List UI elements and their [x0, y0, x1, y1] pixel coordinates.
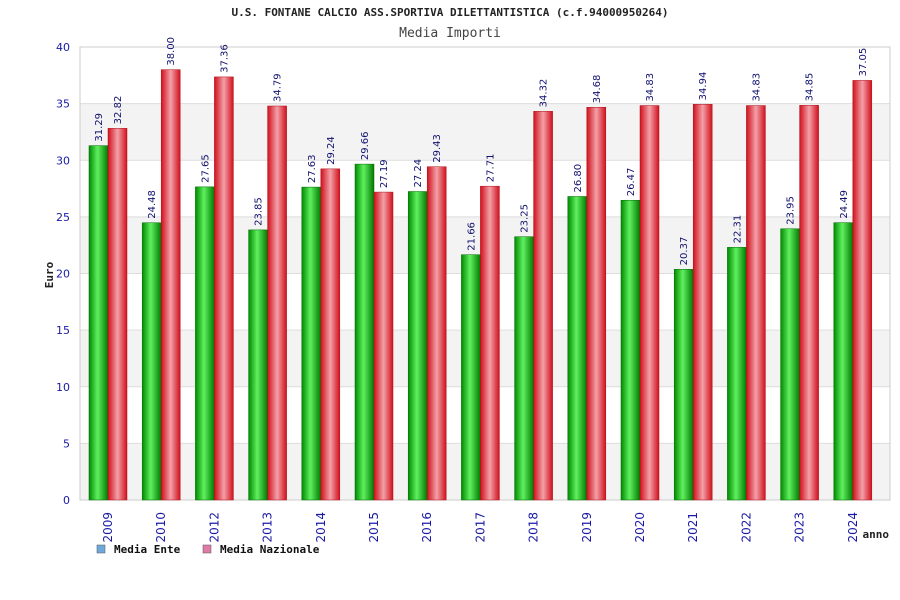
data-label: 38.00 [166, 37, 177, 66]
data-label: 34.32 [539, 79, 550, 108]
data-label: 24.49 [839, 190, 850, 219]
bar-media-nazionale-2014 [320, 168, 341, 501]
bar-media-ente-2019 [567, 196, 588, 501]
y-tick-label: 25 [56, 211, 70, 224]
x-axis: 2009 2010 2012 2013 2014 2015 2016 2017 2018 2019… [101, 512, 860, 543]
grid-band [80, 47, 890, 104]
bar-media-nazionale-2009 [107, 128, 128, 501]
x-tick-label: 2009 [101, 512, 115, 543]
bar-media-ente-2015 [354, 163, 375, 501]
x-tick-label: 2021 [686, 512, 700, 543]
data-label: 26.47 [626, 168, 637, 197]
x-tick-label: 2024 [846, 512, 860, 543]
data-label: 34.83 [645, 73, 656, 102]
data-label: 27.71 [485, 154, 496, 183]
data-label: 32.82 [113, 96, 124, 125]
data-label: 27.65 [200, 154, 211, 183]
x-tick-label: 2018 [527, 512, 541, 543]
x-tick-label: 2020 [633, 512, 647, 543]
x-tick-label: 2017 [473, 512, 487, 543]
bar-media-ente-2013 [248, 229, 268, 501]
data-label: 23.25 [520, 204, 531, 233]
data-label: 22.31 [732, 215, 743, 244]
bar-media-nazionale-2010 [160, 69, 181, 501]
bar-media-nazionale-2022 [746, 105, 766, 501]
data-label: 31.29 [94, 113, 105, 142]
bar-media-ente-2022 [727, 247, 747, 501]
legend-swatch-media-ente [96, 544, 106, 554]
bar-media-ente-2024 [833, 222, 854, 501]
y-axis: 0 5 10 15 20 25 30 35 40 [56, 41, 70, 507]
bar-media-ente-2012 [195, 186, 215, 501]
y-tick-label: 40 [56, 41, 70, 54]
data-label: 34.94 [698, 72, 709, 101]
x-tick-label: 2022 [739, 512, 753, 543]
legend-label-media-ente: Media Ente [114, 543, 181, 556]
data-label: 21.66 [466, 222, 477, 251]
chart-subtitle: Media Importi [399, 26, 501, 41]
bar-media-ente-2018 [514, 236, 534, 501]
bars: 31.29 32.82 24.48 38.00 27.65 37.36 23.85 34.79… [88, 37, 873, 501]
y-tick-label: 5 [63, 437, 70, 450]
legend-swatch-media-nazionale [202, 544, 212, 554]
data-label: 29.66 [360, 131, 371, 160]
bar-media-nazionale-2024 [852, 80, 873, 501]
y-tick-label: 0 [63, 494, 70, 507]
data-label: 34.68 [592, 75, 603, 104]
data-label: 34.83 [751, 73, 762, 102]
bar-media-nazionale-2015 [373, 191, 394, 501]
legend-label-media-nazionale: Media Nazionale [220, 543, 320, 556]
x-tick-label: 2023 [793, 512, 807, 543]
data-label: 29.43 [432, 134, 443, 163]
x-tick-label: 2012 [207, 512, 221, 543]
data-label: 27.19 [379, 159, 390, 188]
bar-media-nazionale-2019 [586, 106, 607, 501]
bar-media-nazionale-2017 [480, 185, 500, 501]
data-label: 37.05 [858, 48, 869, 77]
x-tick-label: 2014 [314, 512, 328, 543]
y-tick-label: 10 [56, 381, 70, 394]
bar-media-ente-2016 [407, 191, 428, 501]
x-tick-label: 2013 [261, 512, 275, 543]
bar-media-ente-2010 [141, 222, 162, 501]
y-tick-label: 15 [56, 324, 70, 337]
data-label: 23.85 [254, 197, 265, 226]
bar-media-ente-2014 [301, 186, 322, 501]
bar-media-ente-2023 [780, 228, 800, 501]
bar-media-nazionale-2016 [426, 166, 447, 501]
bar-media-nazionale-2023 [799, 105, 819, 501]
y-tick-label: 35 [56, 98, 70, 111]
x-axis-label: anno [863, 528, 890, 541]
y-tick-label: 30 [56, 154, 70, 167]
bar-media-nazionale-2012 [214, 76, 234, 501]
data-label: 37.36 [219, 44, 230, 73]
bar-media-nazionale-2020 [639, 105, 660, 501]
x-tick-label: 2010 [154, 512, 168, 543]
y-tick-label: 20 [56, 268, 70, 281]
bar-media-ente-2020 [620, 199, 641, 501]
data-label: 27.63 [307, 154, 318, 183]
data-label: 26.80 [573, 164, 584, 193]
data-label: 27.24 [413, 159, 424, 188]
bar-media-ente-2021 [673, 269, 694, 501]
data-label: 34.79 [273, 73, 284, 102]
x-tick-label: 2016 [420, 512, 434, 543]
grid-band [80, 103, 890, 161]
bar-media-nazionale-2013 [267, 105, 287, 501]
bar-media-ente-2017 [461, 254, 481, 501]
data-label: 24.48 [147, 190, 158, 219]
data-label: 23.95 [786, 196, 797, 225]
data-label: 29.24 [326, 136, 337, 165]
data-label: 20.37 [679, 237, 690, 266]
chart-title: U.S. FONTANE CALCIO ASS.SPORTIVA DILETTA… [231, 6, 668, 19]
bar-media-ente-2009 [88, 145, 109, 501]
bar-media-nazionale-2021 [692, 104, 713, 501]
y-axis-label: Euro [43, 261, 56, 288]
legend: Media Ente Media Nazionale [96, 543, 320, 556]
x-tick-label: 2015 [367, 512, 381, 543]
bar-media-nazionale-2018 [533, 111, 553, 501]
x-tick-label: 2019 [580, 512, 594, 543]
data-label: 34.85 [805, 73, 816, 102]
